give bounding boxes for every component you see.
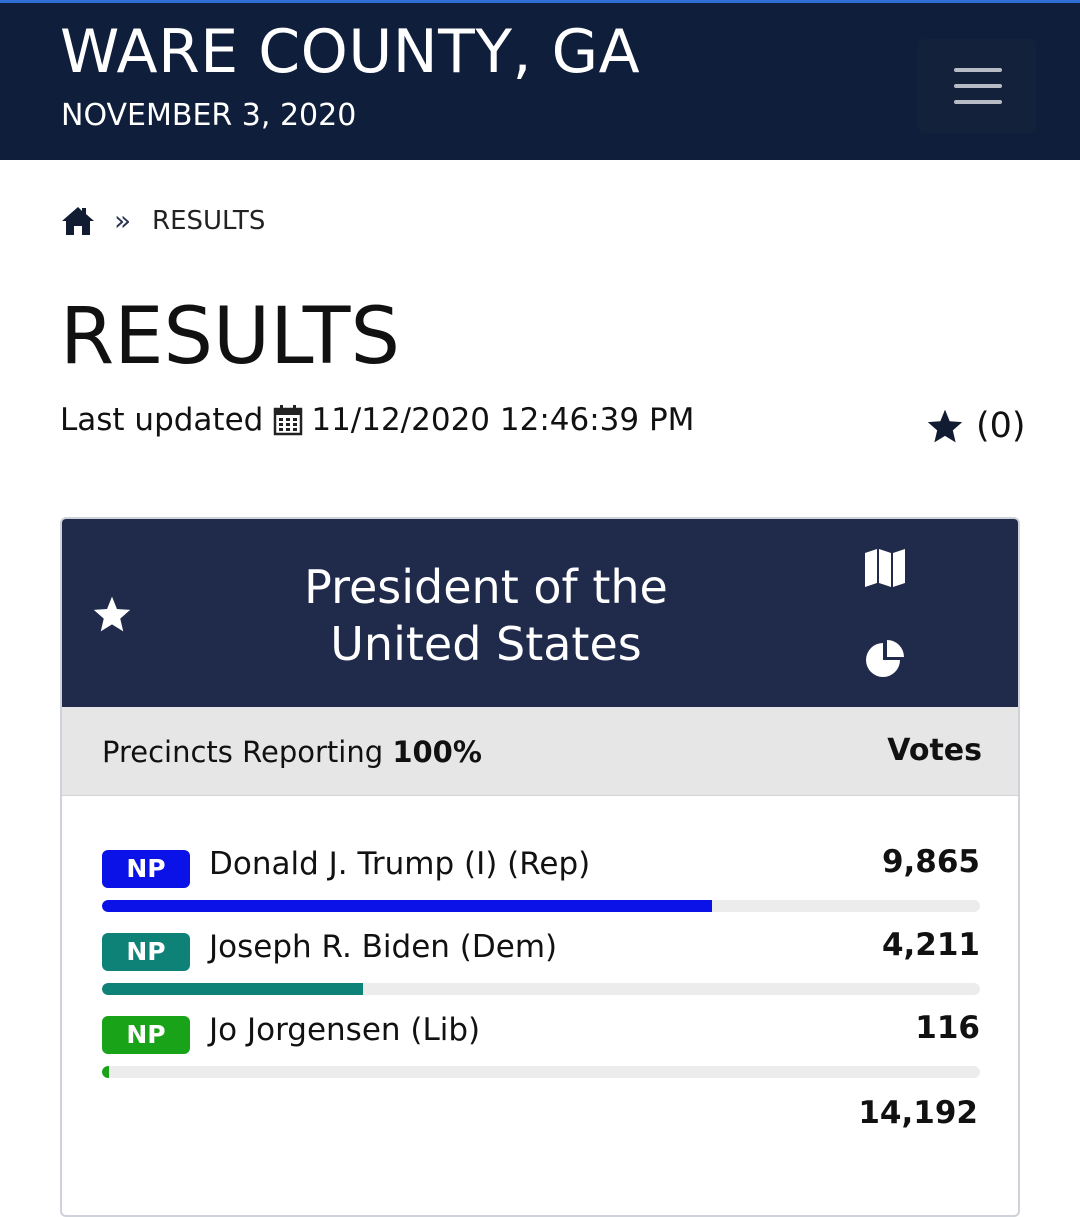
vote-share-bar [102,983,980,995]
vote-share-fill [102,983,363,995]
precincts-label: Precincts Reporting [102,735,384,769]
candidate-row: NP Joseph R. Biden (Dem) 4,211 [102,927,980,1013]
site-header: WARE COUNTY, GA NOVEMBER 3, 2020 [0,0,1080,160]
election-date: NOVEMBER 3, 2020 [61,98,357,133]
race-summary-bar: Precincts Reporting 100% Votes [62,707,1018,796]
candidate-name: Donald J. Trump (I) (Rep) [209,846,591,882]
vote-share-fill [102,900,713,912]
candidate-votes: 9,865 [881,844,980,880]
menu-button[interactable] [918,39,1036,133]
calendar-icon [274,405,303,436]
vote-share-fill [102,1066,110,1078]
page-title: RESULTS [60,292,400,382]
vote-share-bar [102,900,980,912]
candidate-votes: 116 [915,1010,980,1046]
county-title: WARE COUNTY, GA [60,17,641,87]
precincts-value: 100% [392,735,482,769]
candidate-row: NP Donald J. Trump (I) (Rep) 9,865 [102,844,980,930]
last-updated: Last updated 11/12/2020 12:46:39 PM [60,402,694,438]
favorites-count: (0) [976,406,1026,446]
candidate-votes: 4,211 [881,927,980,963]
race-card-header: President of the United States [62,519,1018,707]
candidate-name: Joseph R. Biden (Dem) [209,929,558,965]
breadcrumb-separator: » [114,204,132,237]
favorites-filter[interactable]: (0) [926,406,1026,446]
precincts-reporting: Precincts Reporting 100% [102,735,482,769]
last-updated-value: 11/12/2020 12:46:39 PM [311,402,695,438]
map-icon[interactable] [864,547,906,589]
hamburger-icon-line [954,100,1002,104]
breadcrumb-current[interactable]: RESULTS [152,206,266,236]
race-title: President of the United States [304,560,668,671]
favorite-star-icon[interactable] [92,595,132,633]
star-icon [927,409,963,443]
hamburger-icon-line [954,84,1002,88]
candidate-row: NP Jo Jorgensen (Lib) 116 [102,1010,980,1096]
home-icon[interactable] [60,205,96,237]
party-badge: NP [102,1016,190,1054]
candidate-name: Jo Jorgensen (Lib) [209,1012,481,1048]
votes-column-header: Votes [887,733,982,768]
party-badge: NP [102,933,190,971]
pie-chart-icon[interactable] [864,639,906,681]
last-updated-label: Last updated [60,402,264,438]
total-votes: 14,192 [858,1095,978,1131]
race-card: President of the United States Precincts… [60,517,1020,1217]
vote-share-bar [102,1066,980,1078]
hamburger-icon [954,68,1002,72]
party-badge: NP [102,850,190,888]
